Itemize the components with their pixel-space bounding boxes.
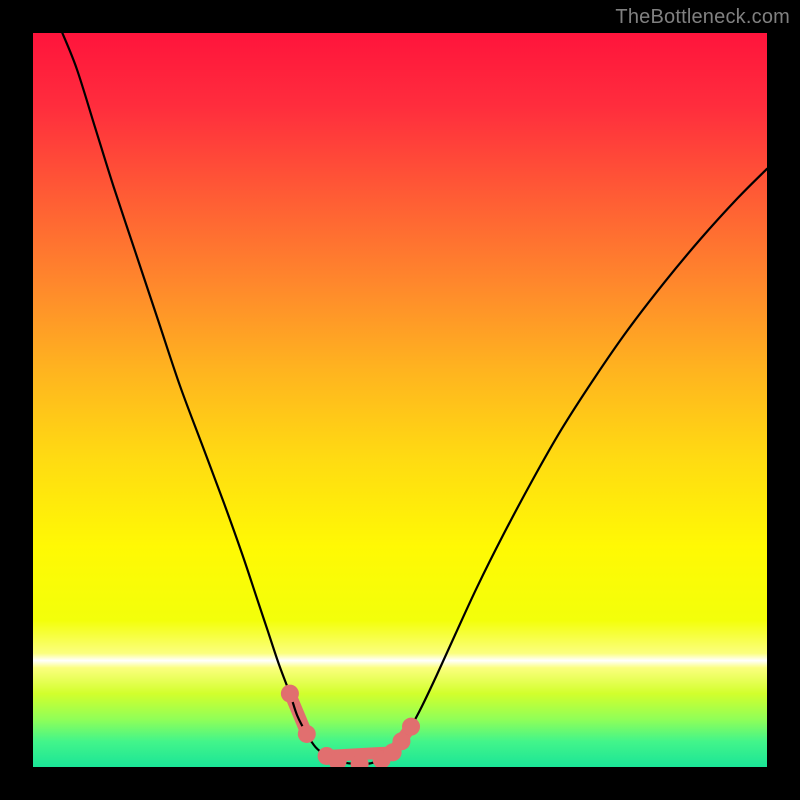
plot-area-gradient xyxy=(33,33,767,767)
highlight-dot xyxy=(298,725,316,743)
highlight-dot xyxy=(402,718,420,736)
bottleneck-chart xyxy=(0,0,800,800)
watermark-text: TheBottleneck.com xyxy=(615,6,790,29)
highlight-dot xyxy=(281,685,299,703)
